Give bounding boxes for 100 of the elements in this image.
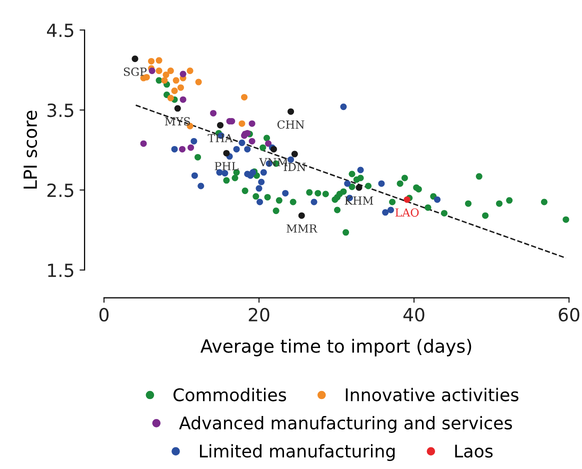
- point: [179, 146, 186, 152]
- annotation: MMR: [286, 224, 318, 233]
- point: [248, 138, 256, 144]
- point: [241, 94, 248, 100]
- x-tick-label: 0: [99, 308, 109, 322]
- point: [252, 193, 260, 200]
- point: [140, 140, 147, 147]
- point: [244, 146, 251, 152]
- legend-label: Innovative activities: [346, 388, 518, 402]
- point: [217, 122, 224, 128]
- point: [265, 140, 272, 147]
- point: [357, 166, 364, 174]
- point: [233, 146, 240, 152]
- annotation: PHL: [214, 162, 238, 170]
- point: [388, 206, 394, 214]
- point: [256, 198, 264, 206]
- point: [260, 169, 267, 176]
- point: [180, 96, 186, 103]
- point: [344, 180, 351, 187]
- legend-label: Limited manufacturing: [200, 444, 395, 461]
- annotation: THA: [208, 134, 233, 142]
- point: [132, 56, 138, 62]
- point: [357, 174, 364, 182]
- point: [562, 216, 570, 223]
- point: [171, 146, 178, 152]
- point: [161, 77, 168, 84]
- point: [180, 70, 186, 78]
- annotation: KHM: [344, 196, 374, 205]
- point: [306, 189, 313, 196]
- point: [340, 188, 347, 195]
- point: [223, 177, 230, 184]
- point: [365, 182, 372, 190]
- point: [162, 72, 170, 78]
- y-tick-label: 4.5: [47, 24, 74, 38]
- point: [310, 198, 318, 206]
- point: [291, 150, 298, 158]
- point: [290, 198, 296, 206]
- y-axis-title: LPI score: [24, 110, 38, 188]
- point: [177, 84, 184, 91]
- point: [476, 173, 482, 180]
- point: [314, 190, 322, 196]
- point: [264, 134, 270, 142]
- point: [210, 110, 217, 116]
- x-tick-label: 60: [558, 308, 580, 322]
- point: [276, 197, 282, 204]
- annotation: CHN: [277, 120, 304, 129]
- point: [264, 194, 271, 200]
- point: [167, 94, 174, 102]
- point: [298, 212, 305, 219]
- point: [148, 68, 156, 74]
- legend-label: Laos: [455, 444, 493, 458]
- point: [348, 170, 356, 178]
- point: [334, 206, 341, 214]
- x-axis-title: Average time to import (days): [200, 338, 472, 356]
- point: [356, 184, 362, 191]
- point: [258, 178, 265, 186]
- point: [496, 200, 503, 207]
- point: [342, 229, 350, 236]
- point: [424, 204, 432, 211]
- point: [186, 68, 194, 74]
- point: [223, 150, 230, 156]
- point: [190, 138, 198, 144]
- point: [195, 78, 202, 86]
- annotation: SGP: [124, 68, 147, 76]
- point: [378, 180, 385, 187]
- point: [198, 182, 204, 190]
- point: [404, 196, 410, 203]
- point: [148, 58, 155, 64]
- point: [238, 120, 246, 127]
- y-tick-label: 1.5: [48, 264, 74, 278]
- point: [238, 140, 246, 146]
- annotation: LAO: [395, 208, 419, 217]
- point: [172, 77, 180, 84]
- point: [389, 198, 396, 206]
- point: [174, 105, 181, 112]
- point: [348, 184, 356, 190]
- point: [340, 104, 347, 110]
- legend-label: Commodities: [174, 388, 286, 402]
- point: [482, 212, 489, 219]
- point: [401, 174, 408, 182]
- x-tick-label: 20: [248, 308, 270, 322]
- point: [506, 197, 513, 204]
- point: [156, 57, 162, 64]
- legend-label: Advanced manufacturing and services: [179, 416, 512, 433]
- x-tick-label: 40: [403, 308, 424, 322]
- point: [396, 180, 404, 187]
- point: [256, 185, 262, 192]
- point: [232, 174, 238, 182]
- point: [191, 172, 198, 179]
- point: [540, 198, 548, 206]
- point: [272, 208, 280, 214]
- point: [465, 200, 472, 207]
- point: [242, 188, 248, 194]
- point: [434, 196, 441, 203]
- point: [167, 68, 174, 74]
- point: [248, 120, 256, 127]
- point: [194, 154, 202, 160]
- point: [188, 144, 194, 151]
- point: [322, 190, 329, 198]
- point: [156, 68, 162, 74]
